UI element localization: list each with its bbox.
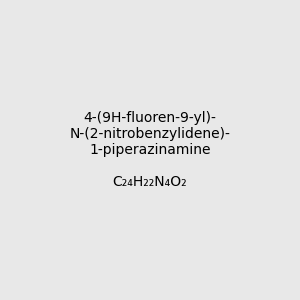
Text: 4-(9H-fluoren-9-yl)-
N-(2-nitrobenzylidene)-
1-piperazinamine

C₂₄H₂₂N₄O₂: 4-(9H-fluoren-9-yl)- N-(2-nitrobenzylide… <box>70 111 230 189</box>
